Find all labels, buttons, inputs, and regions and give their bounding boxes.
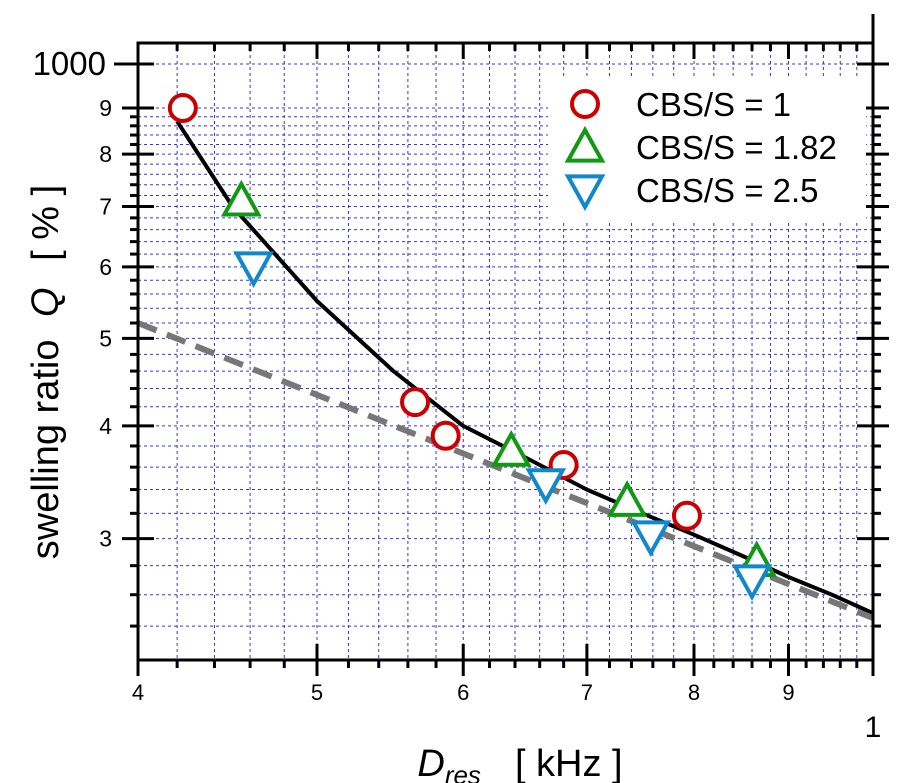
legend-label: CBS/S = 2.5 [636, 172, 819, 209]
y-axis-label-symbol: Q [25, 287, 67, 317]
y-axis-label-unit: [ % ] [25, 185, 67, 261]
y-tick-label: 6 [99, 254, 112, 280]
data-point-s1-1 [490, 430, 532, 467]
legend-label: CBS/S = 1 [636, 86, 791, 123]
data-point-s0-1 [400, 387, 431, 418]
data-markers [167, 93, 778, 602]
legend: CBS/S = 1 CBS/S = 1.82 CBS/S = 2.5 [548, 78, 866, 220]
y-tick-label: 9 [99, 95, 112, 121]
x-tick-label: 8 [688, 680, 700, 705]
x-tick-label: 4 [132, 680, 144, 705]
x-axis-label: Dres [ kHz ] [417, 743, 622, 783]
legend-label: CBS/S = 1.82 [636, 129, 837, 166]
data-point-s0-2 [430, 420, 461, 451]
data-point-s0-0 [167, 93, 198, 123]
legend-marker [570, 89, 600, 119]
x-tick-label: 5 [311, 680, 323, 705]
y-tick-label: 7 [99, 194, 112, 220]
y-tick-label: 1000 [33, 45, 106, 82]
y-tick-label: 8 [99, 141, 112, 167]
plot-frame [136, 41, 875, 662]
y-axis-label: swelling ratio Q [ % ] [25, 185, 67, 559]
x-tick-label: 6 [457, 680, 469, 705]
fit-curve-solid [175, 120, 874, 616]
x-tick-label: 9 [782, 680, 794, 705]
legend-marker [564, 174, 606, 212]
x-tick-label: 7 [581, 680, 593, 705]
y-tick-label: 5 [99, 325, 112, 351]
data-point-s2-1 [525, 468, 567, 505]
data-point-s0-4 [671, 500, 702, 531]
legend-marker [564, 125, 606, 163]
x-axis-label-unit: [ kHz ] [515, 743, 623, 783]
data-point-s1-0 [220, 179, 262, 217]
tick-labels: 4 5 6 7 8 9 1 1000 9 8 7 6 5 4 3 [33, 45, 882, 744]
data-point-s2-0 [233, 251, 274, 289]
legend-box [548, 78, 866, 220]
axis-ticks [114, 14, 889, 676]
y-axis-label-main: swelling ratio [25, 340, 67, 560]
data-point-s1-2 [606, 480, 648, 517]
y-tick-label: 3 [99, 526, 112, 552]
x-axis-label-main: D [417, 743, 444, 783]
data-point-s2-2 [630, 520, 672, 558]
x-tick-label: 1 [865, 711, 882, 744]
x-axis-label-subscript: res [445, 760, 481, 783]
y-tick-label: 4 [99, 413, 112, 439]
data-point-s2-3 [731, 564, 773, 602]
